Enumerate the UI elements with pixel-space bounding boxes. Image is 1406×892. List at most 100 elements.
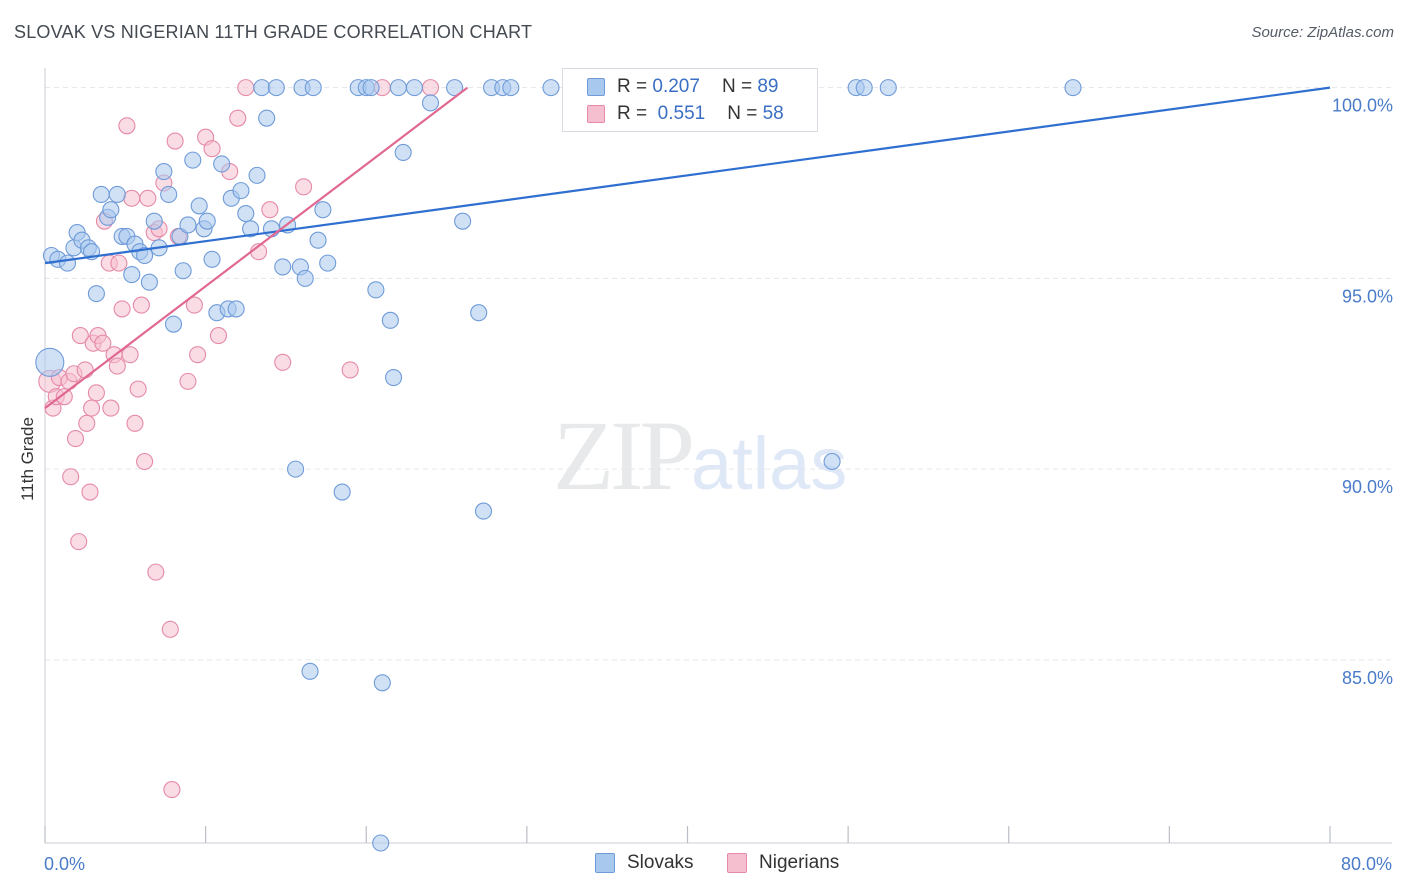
- nigerian-point: [229, 109, 247, 127]
- nigerians-legend-label: Nigerians: [759, 852, 840, 873]
- nigerian-point: [274, 353, 292, 371]
- slovaks-legend-label: Slovaks: [627, 852, 694, 873]
- nigerian-point: [136, 452, 154, 471]
- slovak-point: [190, 197, 208, 215]
- bottom-legend-slovaks: Slovaks: [595, 852, 694, 874]
- slovaks-trend-line: [44, 86, 1331, 265]
- nigerian-point: [123, 189, 141, 207]
- nigerian-point: [55, 388, 73, 406]
- nigerian-point: [76, 361, 94, 379]
- slovak-point: [213, 155, 231, 173]
- nigerian-point: [147, 563, 165, 581]
- slovaks-n-value: 89: [757, 76, 779, 97]
- slovak-point: [267, 79, 285, 97]
- slovak-point: [309, 231, 327, 249]
- slovak-point: [1064, 79, 1082, 97]
- axes: [44, 68, 1392, 844]
- slovak-point: [367, 281, 385, 299]
- nigerian-point: [163, 781, 181, 799]
- slovak-point: [274, 258, 292, 276]
- slovak-point: [258, 109, 276, 127]
- nigerian-point: [237, 79, 255, 97]
- nigerian-point: [129, 380, 147, 398]
- slovak-point: [160, 185, 178, 203]
- slovak-point: [179, 216, 197, 234]
- nigerian-point: [62, 468, 80, 486]
- slovak-point: [319, 254, 337, 272]
- slovak-point: [174, 262, 192, 280]
- slovaks-n-label: N =: [721, 76, 753, 97]
- slovak-point: [253, 79, 271, 97]
- slovak-point: [155, 163, 173, 181]
- x-tick-label-max: 80.0%: [1341, 854, 1392, 874]
- slovak-point: [372, 834, 390, 852]
- nigerian-point: [126, 414, 144, 432]
- slovak-point: [421, 94, 440, 112]
- nigerians-trend-line: [44, 86, 469, 409]
- slovak-point: [823, 452, 841, 471]
- trend-lines: [44, 86, 1331, 409]
- slovak-point: [474, 502, 493, 520]
- y-axis-label: 11th Grade: [18, 417, 37, 501]
- bottom-legend-nigerians: Nigerians: [727, 852, 839, 874]
- nigerian-point: [209, 327, 228, 345]
- legend-row-slovaks: R = 0.207 N = 89: [587, 75, 778, 99]
- watermark-zip: ZIP: [553, 400, 695, 511]
- nigerian-point: [70, 533, 88, 551]
- nigerian-point: [161, 620, 179, 638]
- y-tick-label: 90.0%: [1342, 477, 1393, 497]
- nigerians-legend-swatch: [727, 853, 747, 873]
- slovaks-r-value: 0.207: [652, 76, 700, 97]
- slovak-point: [362, 79, 380, 97]
- slovak-point: [296, 269, 314, 287]
- slovak-point: [102, 201, 120, 219]
- slovak-point: [301, 662, 319, 680]
- slovak-point: [454, 212, 472, 230]
- slovak-point: [164, 315, 183, 333]
- slovaks-r-label: R =: [617, 76, 648, 97]
- nigerian-point: [295, 178, 313, 196]
- nigerian-point: [185, 296, 203, 314]
- nigerians-r-label: R =: [617, 103, 648, 124]
- nigerians-n-label: N =: [727, 103, 758, 124]
- nigerian-point: [110, 254, 128, 272]
- slovak-point: [58, 254, 77, 272]
- watermark: ZIPatlas: [553, 398, 847, 513]
- nigerian-point: [118, 117, 136, 135]
- slovak-point: [394, 143, 412, 162]
- slovak-point: [405, 79, 423, 97]
- slovak-point: [373, 674, 391, 692]
- x-tick-label-min: 0.0%: [44, 854, 85, 874]
- slovak-point: [304, 79, 322, 97]
- gridlines: [45, 87, 1392, 661]
- slovak-point: [470, 304, 488, 322]
- y-tick-label: 95.0%: [1342, 286, 1393, 306]
- nigerian-point: [71, 327, 89, 345]
- nigerians-swatch: [587, 105, 605, 123]
- slovak-point: [227, 300, 245, 318]
- slovak-point: [502, 79, 520, 97]
- slovak-point: [262, 220, 281, 238]
- slovak-point: [35, 347, 65, 377]
- slovak-point: [242, 220, 260, 238]
- stats-legend: R = 0.207 N = 89 R = 0.551 N = 58: [562, 68, 818, 132]
- slovak-point: [108, 185, 126, 203]
- slovak-point: [314, 201, 332, 219]
- slovak-point: [446, 79, 464, 97]
- slovak-point: [203, 250, 221, 268]
- slovak-point: [145, 212, 163, 230]
- tick-labels: 85.0% 90.0% 95.0% 100.0% 0.0% 80.0%: [44, 96, 1393, 874]
- nigerian-point: [113, 300, 131, 318]
- slovak-point: [542, 79, 560, 97]
- nigerian-point: [132, 296, 150, 314]
- slovaks-swatch: [587, 78, 605, 96]
- nigerian-point: [121, 346, 139, 364]
- nigerian-point: [81, 483, 99, 501]
- slovak-point: [87, 285, 105, 303]
- slovak-point: [879, 79, 897, 97]
- nigerian-point: [108, 357, 126, 375]
- nigerian-point: [102, 399, 120, 417]
- slovak-point: [855, 79, 873, 97]
- slovak-point: [198, 212, 216, 230]
